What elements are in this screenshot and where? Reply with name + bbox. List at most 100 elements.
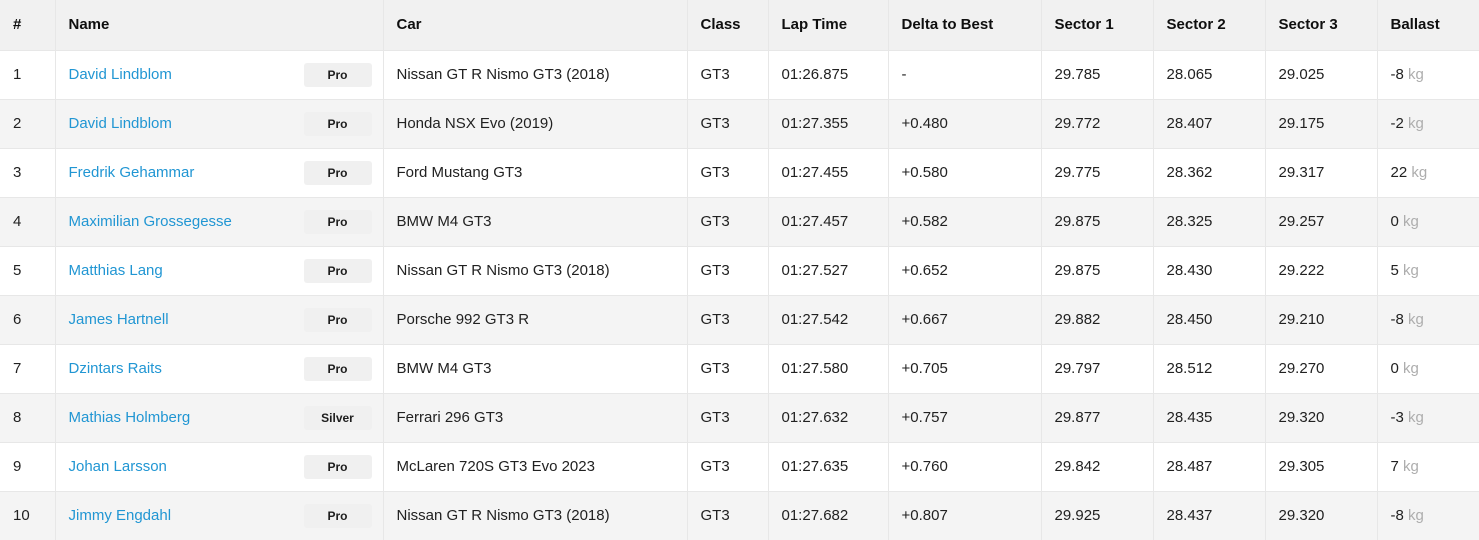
cell-sector3: 29.175 — [1264, 98, 1378, 149]
cell-sector2: 28.437 — [1152, 490, 1266, 540]
table-row: 4 Maximilian Grossegesse Pro BMW M4 GT3 GT3 0… — [0, 196, 1479, 247]
cell-ballast: 22 kg — [1376, 147, 1479, 198]
cell-sector3: 29.317 — [1264, 147, 1378, 198]
cell-sector3: 29.320 — [1264, 392, 1378, 443]
cell-pos: 9 — [0, 441, 56, 492]
driver-cell: Mathias Holmberg Silver — [68, 405, 372, 430]
cell-ballast: -2 kg — [1376, 98, 1479, 149]
ballast-value: 0 — [1390, 213, 1399, 230]
table-row: 6 James Hartnell Pro Porsche 992 GT3 R GT3 01… — [0, 294, 1479, 345]
cell-sector1: 29.875 — [1040, 245, 1154, 296]
cell-ballast: -8 kg — [1376, 294, 1479, 345]
cell-sector1: 29.775 — [1040, 147, 1154, 198]
cell-delta: +0.807 — [887, 490, 1042, 540]
driver-name-link[interactable]: Fredrik Gehammar — [68, 164, 195, 181]
column-header-pos: # — [0, 0, 56, 51]
cell-ballast: -8 kg — [1376, 490, 1479, 540]
cell-sector2: 28.065 — [1152, 49, 1266, 100]
cell-pos: 10 — [0, 490, 56, 540]
cell-delta: +0.667 — [887, 294, 1042, 345]
driver-category-badge: Pro — [303, 111, 372, 136]
driver-name-link[interactable]: Dzintars Raits — [68, 360, 162, 377]
table-row: 10 Jimmy Engdahl Pro Nissan GT R Nismo GT3 … — [0, 490, 1479, 540]
driver-name-link[interactable]: David Lindblom — [68, 66, 172, 83]
cell-class: GT3 — [686, 441, 769, 492]
column-header-class: Class — [686, 0, 769, 51]
driver-name-link[interactable]: Matthias Lang — [68, 262, 163, 279]
cell-sector3: 29.270 — [1264, 343, 1378, 394]
ballast-unit: kg — [1403, 262, 1419, 279]
cell-ballast: -3 kg — [1376, 392, 1479, 443]
cell-lap_time: 01:27.457 — [767, 196, 889, 247]
cell-class: GT3 — [686, 392, 769, 443]
cell-lap_time: 01:27.527 — [767, 245, 889, 296]
table-row: 2 David Lindblom Pro Honda NSX Evo (2019) GT… — [0, 98, 1479, 149]
cell-sector1: 29.772 — [1040, 98, 1154, 149]
driver-category-badge: Pro — [303, 258, 372, 283]
cell-name: Jimmy Engdahl Pro — [54, 490, 384, 540]
cell-delta: - — [887, 49, 1042, 100]
ballast-value: -2 — [1390, 115, 1404, 132]
cell-lap_time: 01:27.682 — [767, 490, 889, 540]
cell-delta: +0.652 — [887, 245, 1042, 296]
driver-name-link[interactable]: David Lindblom — [68, 115, 172, 132]
cell-pos: 1 — [0, 49, 56, 100]
driver-category-badge: Pro — [303, 160, 372, 185]
driver-cell: James Hartnell Pro — [68, 307, 372, 332]
driver-category-badge: Pro — [303, 62, 372, 87]
table-header: # Name Car Class Lap Time Delta to Best Sector… — [0, 0, 1479, 51]
cell-pos: 8 — [0, 392, 56, 443]
cell-class: GT3 — [686, 343, 769, 394]
ballast-value: 22 — [1390, 164, 1408, 181]
cell-sector2: 28.430 — [1152, 245, 1266, 296]
ballast-value: 7 — [1390, 458, 1399, 475]
ballast-value: -8 — [1390, 311, 1404, 328]
cell-car: BMW M4 GT3 — [382, 343, 688, 394]
table-body: 1 David Lindblom Pro Nissan GT R Nismo GT3 … — [0, 49, 1479, 540]
ballast-value: -3 — [1390, 409, 1404, 426]
cell-class: GT3 — [686, 147, 769, 198]
driver-name-link[interactable]: James Hartnell — [68, 311, 169, 328]
cell-pos: 4 — [0, 196, 56, 247]
cell-name: David Lindblom Pro — [54, 49, 384, 100]
cell-sector3: 29.305 — [1264, 441, 1378, 492]
cell-sector3: 29.222 — [1264, 245, 1378, 296]
cell-pos: 6 — [0, 294, 56, 345]
cell-ballast: -8 kg — [1376, 49, 1479, 100]
column-header-sector3: Sector 3 — [1264, 0, 1378, 51]
cell-sector1: 29.842 — [1040, 441, 1154, 492]
driver-category-badge: Silver — [303, 405, 372, 430]
cell-pos: 3 — [0, 147, 56, 198]
cell-name: David Lindblom Pro — [54, 98, 384, 149]
cell-class: GT3 — [686, 98, 769, 149]
cell-lap_time: 01:26.875 — [767, 49, 889, 100]
cell-class: GT3 — [686, 245, 769, 296]
driver-cell: Johan Larsson Pro — [68, 454, 372, 479]
cell-sector3: 29.257 — [1264, 196, 1378, 247]
cell-sector2: 28.487 — [1152, 441, 1266, 492]
cell-delta: +0.760 — [887, 441, 1042, 492]
driver-name-link[interactable]: Johan Larsson — [68, 458, 167, 475]
column-header-car: Car — [382, 0, 688, 51]
driver-category-badge: Pro — [303, 454, 372, 479]
driver-cell: Jimmy Engdahl Pro — [68, 503, 372, 528]
cell-lap_time: 01:27.455 — [767, 147, 889, 198]
table-row: 7 Dzintars Raits Pro BMW M4 GT3 GT3 01:27.580… — [0, 343, 1479, 394]
table-row: 1 David Lindblom Pro Nissan GT R Nismo GT3 … — [0, 49, 1479, 100]
driver-name-link[interactable]: Maximilian Grossegesse — [68, 213, 232, 230]
cell-pos: 7 — [0, 343, 56, 394]
ballast-value: -8 — [1390, 66, 1404, 83]
column-header-sector2: Sector 2 — [1152, 0, 1266, 51]
cell-sector3: 29.320 — [1264, 490, 1378, 540]
table-row: 9 Johan Larsson Pro McLaren 720S GT3 Evo 20… — [0, 441, 1479, 492]
cell-sector2: 28.325 — [1152, 196, 1266, 247]
driver-category-badge: Pro — [303, 209, 372, 234]
driver-category-badge: Pro — [303, 307, 372, 332]
driver-name-link[interactable]: Jimmy Engdahl — [68, 507, 172, 525]
cell-delta: +0.757 — [887, 392, 1042, 443]
cell-sector2: 28.450 — [1152, 294, 1266, 345]
ballast-value: -8 — [1390, 507, 1404, 525]
driver-name-link[interactable]: Mathias Holmberg — [68, 409, 191, 426]
ballast-unit: kg — [1411, 164, 1428, 181]
driver-cell: David Lindblom Pro — [68, 62, 372, 87]
